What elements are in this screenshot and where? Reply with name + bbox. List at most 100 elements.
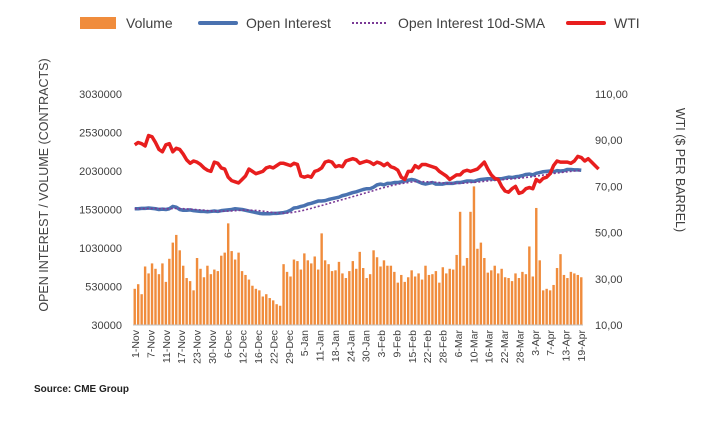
- volume-bar: [175, 234, 178, 325]
- volume-bar: [476, 248, 479, 325]
- volume-bar: [237, 252, 240, 325]
- left-tick-label: 30000: [91, 320, 122, 332]
- volume-bar: [230, 251, 233, 325]
- left-tick-label: 2530000: [79, 128, 122, 140]
- open-interest-line: [134, 167, 582, 216]
- volume-bar: [406, 277, 410, 325]
- x-tick-label: 16-Mar: [484, 330, 496, 364]
- volume-bar: [244, 274, 247, 325]
- volume-bar: [316, 269, 320, 325]
- volume-bar: [496, 273, 500, 325]
- x-tick-label: 11-Jan: [315, 330, 327, 361]
- legend: Volume Open Interest Open Interest 10d-SMA…: [80, 15, 640, 31]
- volume-bar: [154, 268, 157, 325]
- left-axis-ticks: 3030000 2530000 2030000 1530000 1030000 53000…: [79, 89, 122, 332]
- volume-bar: [382, 260, 386, 325]
- volume-bar: [531, 276, 535, 325]
- wti-line: [133, 133, 600, 196]
- x-tick-label: 7-Nov: [145, 329, 157, 358]
- volume-bar: [479, 242, 483, 325]
- volume-bar: [240, 271, 244, 325]
- volume-bar: [251, 285, 254, 325]
- volume-bar: [441, 267, 445, 325]
- volume-bar: [424, 265, 427, 325]
- volume-bar: [521, 271, 524, 325]
- volume-bar: [368, 274, 372, 325]
- volume-bar: [566, 278, 569, 325]
- legend-item: WTI: [566, 15, 640, 31]
- volume-bar: [282, 264, 285, 325]
- x-tick-label: 28-Mar: [515, 330, 527, 364]
- volume-bar: [299, 269, 303, 325]
- volume-bar: [472, 186, 476, 325]
- volume-bar: [171, 242, 175, 325]
- volume-bar: [455, 254, 458, 325]
- right-tick-label: 10,00: [595, 320, 623, 332]
- volume-bar: [445, 273, 448, 325]
- volume-bar: [268, 298, 271, 325]
- volume-bar: [545, 288, 548, 325]
- x-tick-label: 11-Nov: [161, 329, 173, 363]
- volume-bar: [133, 288, 136, 325]
- volume-bar: [538, 260, 541, 325]
- volume-bars: [133, 186, 583, 325]
- volume-bar: [199, 268, 202, 325]
- volume-bar: [265, 294, 268, 325]
- legend-label: Open Interest: [246, 15, 331, 31]
- volume-bar: [490, 270, 493, 325]
- x-tick-label: 6-Dec: [222, 330, 234, 358]
- volume-bar: [569, 271, 573, 325]
- volume-bar: [181, 265, 185, 325]
- x-tick-label: 23-Nov: [192, 329, 204, 364]
- volume-bar: [576, 274, 580, 325]
- right-axis-title: WTI ($ PER BARREL): [673, 108, 687, 232]
- right-tick-label: 90,00: [595, 135, 623, 147]
- volume-bar: [393, 271, 396, 325]
- volume-bar: [514, 273, 517, 325]
- legend-label: WTI: [614, 15, 640, 31]
- volume-bar: [344, 278, 348, 325]
- volume-bar: [448, 268, 451, 325]
- volume-bar: [292, 259, 296, 325]
- x-tick-label: 24-Jan: [345, 330, 357, 362]
- volume-bar: [206, 265, 209, 325]
- volume-bar: [400, 274, 403, 325]
- volume-bar: [258, 290, 261, 325]
- volume-bar: [202, 277, 206, 325]
- series-lines: [133, 133, 600, 216]
- volume-bar: [216, 271, 220, 325]
- legend-label: Open Interest 10d-SMA: [398, 15, 546, 31]
- right-tick-label: 30,00: [595, 274, 623, 286]
- volume-bar: [510, 281, 514, 325]
- volume-bar: [458, 211, 462, 325]
- left-tick-label: 3030000: [79, 89, 122, 101]
- x-tick-label: 30-Nov: [207, 329, 219, 364]
- right-tick-label: 50,00: [595, 228, 623, 240]
- legend-label: Volume: [126, 15, 173, 31]
- volume-bar: [185, 278, 188, 325]
- right-axis-ticks: 110,00 90,00 70,00 50,00 30,00 10,00: [595, 89, 628, 332]
- x-tick-label: 28-Feb: [438, 330, 450, 363]
- x-tick-label: 12-Dec: [238, 330, 250, 364]
- volume-bar: [143, 266, 147, 325]
- volume-bar: [233, 259, 237, 325]
- volume-bar: [528, 246, 531, 325]
- volume-bar: [327, 264, 330, 325]
- x-tick-label: 29-Dec: [284, 330, 296, 364]
- legend-swatch: [80, 17, 116, 29]
- volume-bar: [386, 265, 389, 325]
- volume-bar: [573, 273, 576, 325]
- volume-bar: [500, 268, 503, 325]
- volume-bar: [580, 277, 583, 325]
- volume-bar: [552, 284, 555, 325]
- x-tick-label: 10-Mar: [468, 330, 480, 364]
- volume-bar: [469, 211, 472, 325]
- volume-bar: [195, 258, 199, 325]
- volume-bar: [289, 276, 292, 325]
- volume-bar: [420, 279, 424, 325]
- volume-bar: [438, 282, 441, 325]
- x-axis-ticks: 1-Nov 7-Nov 11-Nov 17-Nov 23-Nov 30-Nov 6-Dec 1…: [130, 329, 588, 364]
- x-tick-label: 22-Mar: [499, 330, 511, 364]
